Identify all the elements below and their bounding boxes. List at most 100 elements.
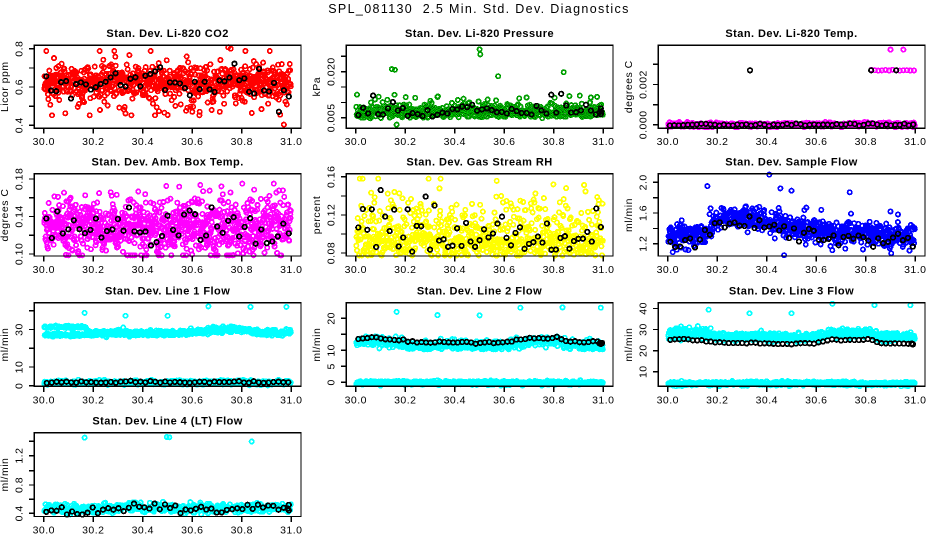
svg-text:Stan. Dev. Line 1 Flow: Stan. Dev. Line 1 Flow: [105, 285, 230, 297]
svg-text:Stan. Dev. Line 2 Flow: Stan. Dev. Line 2 Flow: [417, 285, 542, 297]
svg-text:30.6: 30.6: [805, 264, 827, 276]
svg-text:30.0: 30.0: [33, 524, 55, 536]
svg-text:30.0: 30.0: [33, 136, 55, 148]
svg-text:Stan. Dev. Line 3 Flow: Stan. Dev. Line 3 Flow: [729, 285, 854, 297]
svg-text:0.8: 0.8: [14, 477, 26, 493]
svg-text:30.0: 30.0: [657, 264, 679, 276]
svg-text:30.8: 30.8: [543, 264, 565, 276]
svg-text:30.4: 30.4: [756, 136, 778, 148]
svg-text:30.4: 30.4: [444, 394, 466, 406]
svg-text:0.005: 0.005: [326, 103, 338, 132]
svg-text:Stan. Dev. Li-820 Temp.: Stan. Dev. Li-820 Temp.: [725, 28, 857, 40]
svg-text:30.2: 30.2: [706, 264, 728, 276]
svg-text:30.4: 30.4: [444, 264, 466, 276]
svg-text:0.6: 0.6: [14, 79, 26, 95]
svg-text:ml/min: ml/min: [311, 328, 323, 362]
svg-text:0.16: 0.16: [326, 166, 338, 188]
svg-text:30.2: 30.2: [706, 394, 728, 406]
svg-text:30.6: 30.6: [493, 264, 515, 276]
svg-text:30.4: 30.4: [132, 394, 154, 406]
svg-text:0.020: 0.020: [326, 57, 338, 86]
svg-text:degrees C: degrees C: [0, 189, 11, 242]
svg-text:30.6: 30.6: [181, 136, 203, 148]
svg-text:30.0: 30.0: [345, 136, 367, 148]
svg-text:ml/min: ml/min: [623, 328, 635, 362]
svg-text:30.8: 30.8: [231, 136, 253, 148]
svg-text:30.8: 30.8: [543, 136, 565, 148]
svg-text:kPa: kPa: [311, 77, 323, 97]
svg-text:30.2: 30.2: [82, 524, 104, 536]
svg-text:0.10: 0.10: [14, 243, 26, 265]
svg-text:0.12: 0.12: [326, 204, 338, 226]
svg-text:30.8: 30.8: [855, 264, 877, 276]
svg-text:30: 30: [638, 323, 650, 336]
svg-text:30.8: 30.8: [231, 264, 253, 276]
svg-text:30.6: 30.6: [805, 394, 827, 406]
svg-text:0.002: 0.002: [638, 70, 650, 99]
svg-text:30.6: 30.6: [493, 394, 515, 406]
svg-text:30.6: 30.6: [493, 136, 515, 148]
svg-text:Stan. Dev. Gas Stream RH: Stan. Dev. Gas Stream RH: [406, 156, 552, 168]
svg-text:30.6: 30.6: [181, 524, 203, 536]
svg-text:0.8: 0.8: [14, 41, 26, 57]
svg-text:Licor ppm: Licor ppm: [0, 61, 11, 112]
svg-text:percent: percent: [311, 196, 323, 235]
svg-text:10: 10: [326, 344, 338, 357]
svg-text:30.8: 30.8: [855, 394, 877, 406]
svg-text:30.2: 30.2: [706, 136, 728, 148]
svg-text:30.8: 30.8: [855, 136, 877, 148]
svg-text:0: 0: [326, 379, 338, 385]
svg-text:0.08: 0.08: [326, 242, 338, 264]
svg-text:30.4: 30.4: [756, 394, 778, 406]
svg-text:30.0: 30.0: [345, 264, 367, 276]
svg-text:0.18: 0.18: [14, 168, 26, 190]
svg-text:Stan. Dev. Line 4 (LT) Flow: Stan. Dev. Line 4 (LT) Flow: [92, 415, 242, 427]
svg-text:20: 20: [638, 344, 650, 357]
svg-text:30.4: 30.4: [756, 264, 778, 276]
svg-text:Stan. Dev. Li-820 Pressure: Stan. Dev. Li-820 Pressure: [405, 28, 554, 40]
svg-text:ml/min: ml/min: [0, 458, 11, 492]
svg-text:30.0: 30.0: [657, 136, 679, 148]
svg-text:30.0: 30.0: [345, 394, 367, 406]
svg-text:30.8: 30.8: [231, 394, 253, 406]
svg-text:ml/min: ml/min: [0, 328, 11, 362]
svg-text:30.4: 30.4: [132, 136, 154, 148]
svg-text:30.2: 30.2: [82, 264, 104, 276]
svg-text:30.4: 30.4: [444, 136, 466, 148]
svg-text:31.0: 31.0: [904, 136, 926, 148]
svg-text:30.4: 30.4: [132, 524, 154, 536]
svg-text:1.2: 1.2: [14, 448, 26, 464]
svg-text:30.6: 30.6: [181, 394, 203, 406]
svg-text:Stan. Dev. Sample Flow: Stan. Dev. Sample Flow: [725, 156, 858, 168]
svg-text:31.0: 31.0: [280, 136, 302, 148]
svg-text:30.8: 30.8: [543, 394, 565, 406]
svg-text:31.0: 31.0: [904, 394, 926, 406]
svg-text:30.2: 30.2: [394, 264, 416, 276]
svg-text:20: 20: [326, 312, 338, 325]
svg-text:0.4: 0.4: [14, 117, 26, 133]
svg-text:31.0: 31.0: [280, 524, 302, 536]
svg-text:Stan. Dev. Li-820 CO2: Stan. Dev. Li-820 CO2: [106, 28, 228, 40]
svg-text:SPL_081130 2.5 Min. Std. Dev.: SPL_081130 2.5 Min. Std. Dev. Diagnostic…: [328, 2, 630, 16]
svg-text:30.2: 30.2: [82, 394, 104, 406]
svg-text:30.0: 30.0: [33, 264, 55, 276]
svg-text:5: 5: [326, 363, 338, 369]
svg-text:2.0: 2.0: [638, 174, 650, 190]
svg-text:30: 30: [14, 323, 26, 336]
svg-text:ml/min: ml/min: [623, 198, 635, 232]
svg-text:30.0: 30.0: [33, 394, 55, 406]
svg-text:40: 40: [638, 302, 650, 315]
svg-text:Stan. Dev. Amb. Box Temp.: Stan. Dev. Amb. Box Temp.: [91, 156, 243, 168]
svg-text:31.0: 31.0: [592, 136, 614, 148]
svg-text:1.6: 1.6: [638, 205, 650, 221]
svg-text:31.0: 31.0: [592, 264, 614, 276]
svg-text:30.8: 30.8: [231, 524, 253, 536]
svg-text:30.4: 30.4: [132, 264, 154, 276]
svg-text:30.6: 30.6: [805, 136, 827, 148]
svg-text:31.0: 31.0: [904, 264, 926, 276]
svg-text:0.14: 0.14: [14, 205, 26, 227]
svg-text:30.2: 30.2: [394, 136, 416, 148]
svg-text:30.2: 30.2: [394, 394, 416, 406]
svg-text:31.0: 31.0: [592, 394, 614, 406]
svg-text:31.0: 31.0: [280, 394, 302, 406]
